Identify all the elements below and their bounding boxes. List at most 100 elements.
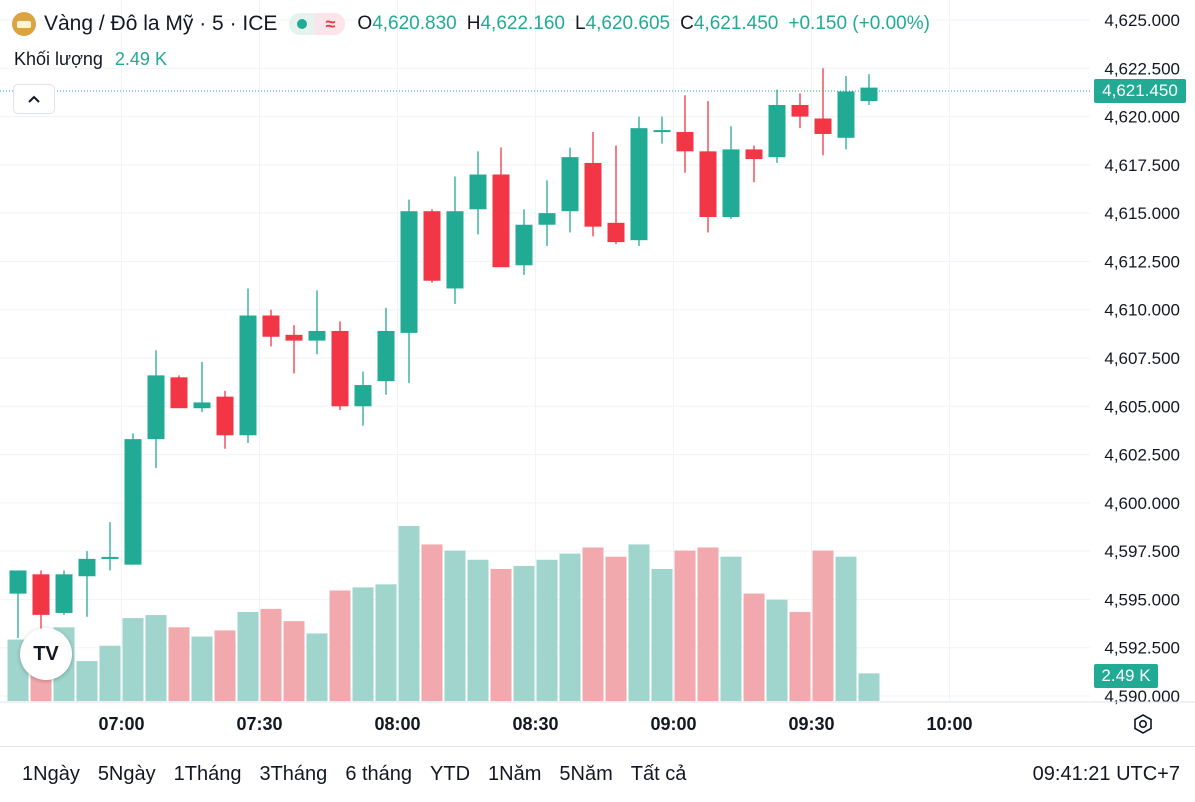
candle-body (400, 211, 418, 333)
volume-bar (674, 550, 696, 701)
candle-body (492, 174, 510, 268)
candle-body (308, 330, 326, 341)
volume-bar (237, 611, 259, 701)
volume-bar (582, 547, 604, 701)
candle-body (722, 149, 740, 218)
volume-bar (214, 630, 236, 701)
range-ytd[interactable]: YTD (430, 763, 471, 785)
gold-bar-icon (12, 12, 36, 36)
volume-value: 2.49 K (114, 49, 167, 69)
range-all[interactable]: Tất cả (630, 763, 687, 785)
candle-body (124, 439, 142, 565)
volume-bar (559, 553, 581, 701)
candle-body (814, 118, 832, 134)
volume-bar (743, 593, 765, 701)
grid-lines (0, 0, 1090, 702)
collapse-legend-button[interactable] (13, 84, 55, 114)
time-tick-label: 08:00 (374, 714, 420, 734)
range-3m[interactable]: 3Tháng (259, 763, 328, 785)
candle-body (699, 151, 717, 218)
price-tick-label: 4,590.000 (1104, 687, 1180, 706)
range-1d[interactable]: 1Ngày (22, 763, 80, 785)
candle-body (147, 375, 165, 440)
range-5d[interactable]: 5Ngày (97, 763, 156, 785)
time-tick-label: 08:30 (512, 714, 558, 734)
delayed-data-icon: ≈ (315, 13, 346, 35)
volume-bar (421, 544, 443, 701)
volume-bar (858, 673, 880, 701)
change-value: +0.150 (+0.00%) (788, 13, 930, 34)
volume-bar (122, 618, 144, 701)
volume-bar (812, 550, 834, 701)
clock-timezone[interactable]: 09:41:21 UTC+7 (1032, 763, 1180, 785)
current-price-label: 4,621.450 (1094, 79, 1186, 103)
settings-gear-button[interactable] (1130, 711, 1156, 737)
volume-bar (444, 550, 466, 701)
range-1m[interactable]: 1Tháng (173, 763, 242, 785)
candle-body (745, 149, 763, 160)
candle-body (285, 334, 303, 341)
candle-body (239, 315, 257, 436)
price-tick-label: 4,592.500 (1104, 639, 1180, 658)
volume-bar (536, 559, 558, 701)
price-axis: 4,590.000 4,592.500 4,595.000 4,597.500 4,60… (1104, 11, 1180, 706)
candle-body (630, 128, 648, 241)
volume-bar (513, 565, 535, 701)
symbol-title[interactable]: Vàng / Đô la Mỹ · 5 · ICE (44, 12, 278, 35)
candle-body (216, 396, 234, 436)
volume-bar (605, 556, 627, 701)
candle-body (262, 315, 280, 337)
price-tick-label: 4,602.500 (1104, 446, 1180, 465)
candle-body (331, 330, 349, 407)
candle-body (791, 104, 809, 117)
volume-bar (697, 547, 719, 701)
volume-bar (99, 645, 121, 701)
volume-bar (375, 584, 397, 701)
range-selector: 1Ngày 5Ngày 1Tháng 3Tháng 6 tháng YTD 1N… (22, 763, 704, 786)
market-status-pill[interactable]: ≈ (289, 13, 346, 35)
volume-bar (467, 559, 489, 701)
candle-body (653, 130, 671, 133)
price-tick-label: 4,597.500 (1104, 542, 1180, 561)
candle-body (538, 213, 556, 225)
volume-label: Khối lượng (14, 49, 103, 69)
candle-body (423, 211, 441, 281)
candle-body (860, 87, 878, 102)
range-1y[interactable]: 1Năm (488, 763, 542, 785)
volume-bar (789, 611, 811, 701)
time-tick-label: 07:30 (236, 714, 282, 734)
range-6m[interactable]: 6 tháng (345, 763, 413, 785)
close-value: C4,621.450 (680, 13, 779, 34)
symbol-legend: Vàng / Đô la Mỹ · 5 · ICE ≈ O4,620.830 H… (12, 10, 930, 38)
price-tick-label: 4,615.000 (1104, 204, 1180, 223)
volume-bar (76, 661, 98, 701)
price-tick-label: 4,617.500 (1104, 156, 1180, 175)
candle-body (101, 556, 119, 559)
time-tick-label: 10:00 (926, 714, 972, 734)
volume-bar (145, 615, 167, 701)
price-tick-label: 4,625.000 (1104, 11, 1180, 30)
candle-body (354, 385, 372, 407)
time-axis: 07:00 07:30 08:00 08:30 09:00 09:30 10:00 (98, 714, 972, 734)
time-tick-label: 09:30 (788, 714, 834, 734)
volume-legend: Khối lượng 2.49 K (14, 49, 167, 70)
price-tick-label: 4,620.000 (1104, 108, 1180, 127)
candle-body (446, 211, 464, 289)
volume-bar (628, 544, 650, 701)
candles (9, 68, 878, 658)
bottom-toolbar: 1Ngày 5Ngày 1Tháng 3Tháng 6 tháng YTD 1N… (0, 746, 1195, 802)
candle-body (515, 224, 533, 266)
candle-body (676, 132, 694, 152)
price-tick-label: 4,600.000 (1104, 494, 1180, 513)
price-tick-label: 4,622.500 (1104, 59, 1180, 78)
tradingview-logo[interactable]: TV (20, 628, 72, 680)
price-tick-label: 4,607.500 (1104, 349, 1180, 368)
volume-bar (283, 621, 305, 701)
volume-bar (191, 636, 213, 701)
range-5y[interactable]: 5Năm (559, 763, 613, 785)
market-open-icon (289, 13, 316, 35)
candle-body (193, 402, 211, 409)
gear-icon (1134, 714, 1152, 734)
volume-bar (260, 608, 282, 701)
open-value: O4,620.830 (357, 13, 457, 34)
